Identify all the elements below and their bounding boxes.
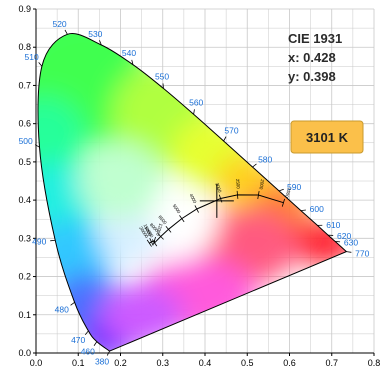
y-tick-label: 0.3 [18,233,31,243]
wavelength-label: 500 [19,136,33,146]
wavelength-label: 610 [326,220,340,230]
wavelength-label: 540 [122,48,136,58]
wavelength-tick-mark [93,341,98,346]
wavelength-label: 470 [71,335,85,345]
x-axis-ticks: 0.0 0.1 0.2 0.3 0.4 0.5 0.6 0.7 0.8 [30,353,381,368]
x-tick-label: 0.1 [72,358,85,368]
gamut-color-patch [99,211,159,266]
wavelength-label: 480 [55,304,69,314]
wavelength-tick-mark [64,29,68,35]
x-tick-label: 0.6 [283,358,296,368]
wavelength-label: 570 [224,126,238,136]
wavelength-label: 520 [52,19,66,29]
cct-tick-label: 5000 [172,203,182,214]
wavelength-tick-mark [50,239,56,242]
info-title: CIE 1931 [288,31,342,46]
cct-tick-mark [157,233,164,240]
wavelength-label: 620 [337,231,351,241]
cct-badge: 3101 K [290,120,364,154]
cct-tick-label: 2000 [258,179,265,190]
wavelength-tick-mark [84,330,89,335]
wavelength-tick-mark [223,136,227,142]
info-x-value: x: 0.428 [288,50,336,65]
y-tick-label: 0.7 [18,80,31,90]
wavelength-tick-mark [278,188,284,192]
measured-point-crosshair [199,183,234,218]
cct-tick-mark [149,238,154,246]
wavelength-label: 590 [287,182,301,192]
wavelength-tick-mark [34,144,40,148]
cct-tick-label: 1500 [284,187,292,199]
y-tick-label: 0.4 [18,195,31,205]
gamut-color-patch [99,284,184,346]
wavelength-tick-mark [106,350,110,356]
cct-tick-label: 20000 [138,226,149,240]
x-tick-label: 0.0 [30,358,43,368]
cct-tick-mark [165,225,172,233]
y-tick-label: 0.8 [18,42,31,52]
cct-tick-label: 2500 [235,179,241,190]
wavelength-label: 460 [81,347,95,357]
cct-tick-label: 12000 [155,223,164,237]
x-tick-label: 0.4 [199,358,212,368]
planckian-locus-curve [149,194,284,244]
cct-tick-mark [281,198,286,207]
wavelength-label: 490 [32,237,46,247]
wavelength-label: 580 [258,155,272,165]
x-tick-label: 0.2 [114,358,127,368]
wavelength-label: 560 [189,97,203,107]
cct-tick-label: 15000 [143,223,153,237]
cct-tick-mark [146,239,152,247]
cct-badge-box [290,120,364,154]
cct-tick-label: 8000 [149,222,160,233]
wavelength-label: 510 [25,52,39,62]
y-tick-label: 0.5 [18,157,31,167]
wavelength-label: 550 [155,71,169,81]
cct-tick-mark [257,191,260,200]
cct-badge-label: 3101 K [306,130,349,145]
wavelength-tick-mark [131,59,134,65]
x-tick-label: 0.8 [368,358,381,368]
wavelength-tick-mark [346,251,352,253]
cct-tick-label: 4000 [188,193,197,205]
wavelength-label: 530 [88,29,102,39]
cct-tick-mark [179,215,185,223]
wavelength-tick-mark [193,109,195,115]
y-tick-label: 0.1 [18,310,31,320]
cct-tick-label: 10000 [143,225,154,239]
x-tick-label: 0.7 [325,358,338,368]
wavelength-tick-mark [252,163,257,168]
wavelength-label: 600 [310,204,324,214]
wavelength-label: 770 [355,248,369,258]
wavelength-tick-mark [38,62,43,67]
spectral-locus [37,33,348,352]
y-tick-label: 0.2 [18,272,31,282]
y-tick-label: 0.6 [18,119,31,129]
wavelength-tick-mark [300,209,306,212]
wavelength-tick-mark [70,301,75,306]
cct-tick-mark [194,205,199,213]
cct-tick-mark [152,236,156,245]
wavelength-tick-mark [99,40,102,46]
wavelength-label: 380 [95,357,109,367]
info-text: CIE 1931 x: 0.428 y: 0.398 [288,31,342,84]
x-tick-label: 0.5 [241,358,254,368]
y-tick-label: 0.0 [18,348,31,358]
cct-tick-mark [236,190,239,199]
gamut-color-patch [78,142,163,220]
x-tick-label: 0.3 [156,358,169,368]
cct-tick-label: 3000 [214,182,222,194]
info-y-value: y: 0.398 [288,69,336,84]
cct-tick-mark [151,239,158,247]
y-tick-label: 0.9 [18,4,31,14]
cct-tick-label: 6500 [157,214,168,225]
wavelength-label: 630 [344,237,358,247]
y-axis-ticks: 0.0 0.1 0.2 0.3 0.4 0.5 0.6 0.7 0.8 0.9 [18,4,36,358]
